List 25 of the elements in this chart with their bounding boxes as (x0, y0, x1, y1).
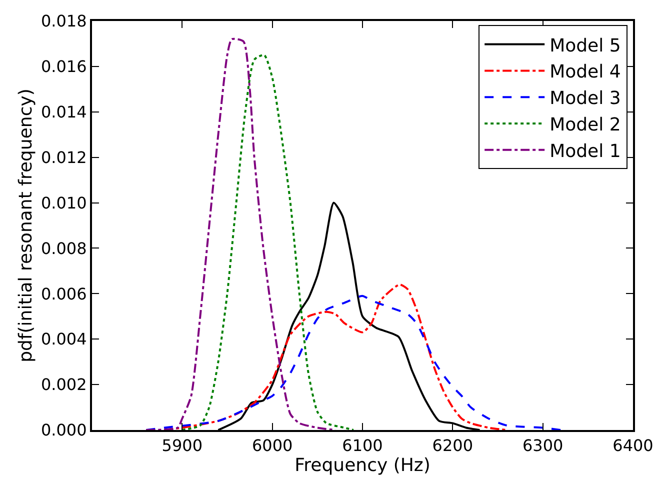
y-tick-label: 0.012 (40, 148, 87, 167)
x-tick-label: 6400 (612, 436, 654, 456)
legend-label: Model 3 (550, 88, 621, 110)
y-tick-label: 0.002 (40, 375, 87, 394)
legend-label: Model 1 (550, 140, 621, 162)
y-tick-label: 0.000 (40, 420, 87, 440)
line-series (181, 54, 354, 430)
y-axis-title: pdf(initial resonant frequency) (16, 88, 37, 362)
y-tick-label: 0.006 (40, 284, 87, 304)
x-tick-label: 6200 (432, 436, 474, 456)
legend-label: Model 5 (550, 35, 621, 56)
y-tick-label: 0.010 (40, 193, 87, 212)
y-tick-label: 0.004 (40, 330, 87, 349)
y-tick-label: 0.018 (40, 12, 87, 31)
x-tick-label: 5900 (162, 436, 203, 456)
x-tick-label: 6300 (522, 436, 564, 456)
x-tick-label: 6000 (252, 436, 293, 456)
line-series (145, 294, 562, 430)
y-tick-label: 0.008 (40, 238, 87, 258)
legend-label: Model 2 (550, 114, 621, 136)
x-tick-label: 6100 (342, 436, 383, 456)
legend-label: Model 4 (550, 62, 621, 83)
x-axis-title: Frequency (Hz) (294, 455, 430, 476)
y-tick-label: 0.014 (40, 102, 87, 122)
y-tick-label: 0.016 (40, 57, 87, 76)
